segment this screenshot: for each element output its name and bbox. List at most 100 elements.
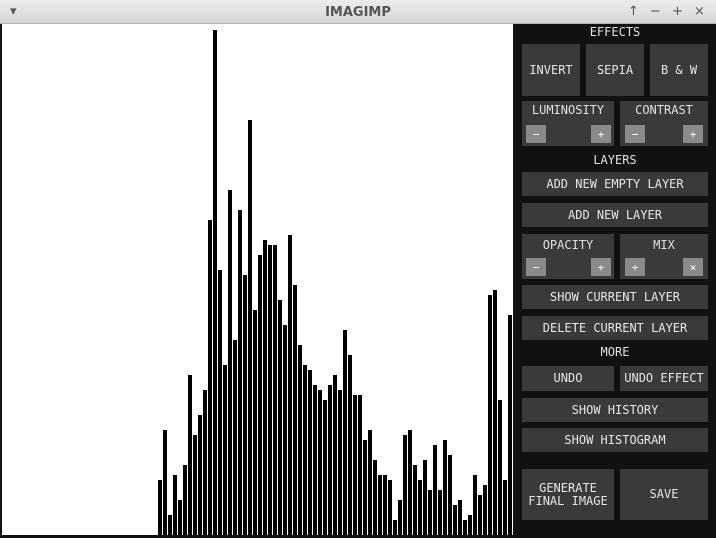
add-empty-layer-button[interactable]: ADD NEW EMPTY LAYER: [522, 172, 708, 196]
histogram-bar: [403, 435, 407, 535]
generate-button[interactable]: GENERATE FINAL IMAGE: [522, 469, 614, 520]
histogram-bar: [273, 245, 277, 535]
title-bar: ▾ IMAGIMP ↑ − + ×: [0, 0, 716, 24]
histogram-bar: [388, 480, 392, 535]
histogram-bar: [488, 295, 492, 535]
histogram-bar: [233, 340, 237, 535]
histogram-bar: [348, 355, 352, 535]
undo-button[interactable]: UNDO: [522, 366, 614, 391]
histogram-bar: [223, 365, 227, 535]
histogram-bar: [248, 120, 252, 535]
histogram-bar: [293, 285, 297, 535]
histogram-bar: [468, 515, 472, 535]
luminosity-minus[interactable]: −: [526, 125, 546, 143]
histogram-bar: [438, 490, 442, 535]
histogram-bar: [158, 480, 162, 535]
add-layer-button[interactable]: ADD NEW LAYER: [522, 203, 708, 227]
histogram-bar: [443, 440, 447, 535]
opacity-plus[interactable]: +: [591, 258, 611, 276]
histogram-bar: [308, 370, 312, 535]
histogram-bar: [238, 210, 242, 535]
histogram-bar: [483, 485, 487, 535]
menu-button[interactable]: ▾: [10, 4, 17, 19]
histogram-bar: [493, 290, 497, 535]
histogram-bar: [398, 500, 402, 535]
histogram-bar: [343, 330, 347, 535]
show-layer-button[interactable]: SHOW CURRENT LAYER: [522, 285, 708, 309]
histogram-bar: [213, 30, 217, 535]
canvas-background: [2, 24, 513, 535]
invert-button[interactable]: INVERT: [522, 44, 580, 96]
histogram-bar: [433, 445, 437, 535]
histogram-bar: [283, 325, 287, 535]
histogram-bar: [313, 385, 317, 535]
histogram-bar: [163, 430, 167, 535]
undo-effect-button[interactable]: UNDO EFFECT: [620, 366, 708, 391]
window-title: IMAGIMP: [325, 5, 391, 20]
histogram-bar: [168, 515, 172, 535]
histogram-bar: [183, 465, 187, 535]
image-canvas: [2, 24, 513, 535]
histogram-bar: [458, 500, 462, 535]
close-button[interactable]: ×: [694, 4, 705, 19]
luminosity-label: LUMINOSITY: [531, 103, 605, 117]
bw-button[interactable]: B & W: [650, 44, 708, 96]
histogram-bar: [218, 270, 222, 535]
histogram-bar: [393, 520, 397, 535]
contrast-minus[interactable]: −: [625, 125, 645, 143]
histogram-bar: [178, 500, 182, 535]
sepia-button[interactable]: SEPIA: [586, 44, 644, 96]
histogram-bar: [378, 475, 382, 535]
histogram-bar: [188, 375, 192, 535]
histogram-bar: [228, 190, 232, 535]
histogram-bar: [473, 475, 477, 535]
mix-label: MIX: [653, 238, 675, 252]
histogram-bar: [418, 480, 422, 535]
delete-layer-button[interactable]: DELETE CURRENT LAYER: [522, 316, 708, 340]
opacity-label: OPACITY: [542, 238, 594, 252]
luminosity-plus[interactable]: +: [591, 125, 611, 143]
histogram-bar: [498, 400, 502, 535]
histogram-bar: [508, 315, 512, 535]
histogram-bar: [198, 415, 202, 535]
histogram-bar: [258, 255, 262, 535]
show-history-button[interactable]: SHOW HISTORY: [522, 398, 708, 422]
histogram-bar: [478, 495, 482, 535]
maximize-button[interactable]: +: [672, 4, 683, 19]
histogram-bar: [448, 455, 452, 535]
histogram-bar: [333, 375, 337, 535]
histogram-bar: [503, 480, 507, 535]
histogram-bar: [253, 310, 257, 535]
histogram-bar: [298, 345, 302, 535]
show-histogram-button[interactable]: SHOW HISTOGRAM: [522, 428, 708, 452]
mix-close[interactable]: ×: [683, 258, 703, 276]
opacity-minus[interactable]: −: [526, 258, 546, 276]
histogram-bar: [463, 520, 467, 535]
histogram-bar: [328, 385, 332, 535]
save-button[interactable]: SAVE: [620, 469, 708, 520]
histogram-bar: [428, 490, 432, 535]
section-label: EFFECTS: [589, 25, 641, 39]
histogram-bar: [368, 430, 372, 535]
histogram-bar: [303, 365, 307, 535]
histogram-bar: [363, 440, 367, 535]
keep-above-button[interactable]: ↑: [628, 4, 639, 19]
contrast-plus[interactable]: +: [683, 125, 703, 143]
histogram-bar: [203, 390, 207, 535]
mix-plus[interactable]: +: [625, 258, 645, 276]
histogram-bar: [358, 395, 362, 535]
histogram-bar: [373, 460, 377, 535]
histogram-bar: [173, 475, 177, 535]
histogram-bar: [193, 435, 197, 535]
histogram-bar: [353, 395, 357, 535]
contrast-label: CONTRAST: [635, 103, 693, 117]
histogram-bar: [278, 300, 282, 535]
section-label: MORE: [600, 345, 630, 359]
minimize-button[interactable]: −: [650, 4, 661, 19]
histogram-bar: [288, 235, 292, 535]
histogram-bar: [338, 390, 342, 535]
histogram-bar: [423, 460, 427, 535]
histogram-bar: [263, 240, 267, 535]
section-label: LAYERS: [593, 153, 637, 167]
